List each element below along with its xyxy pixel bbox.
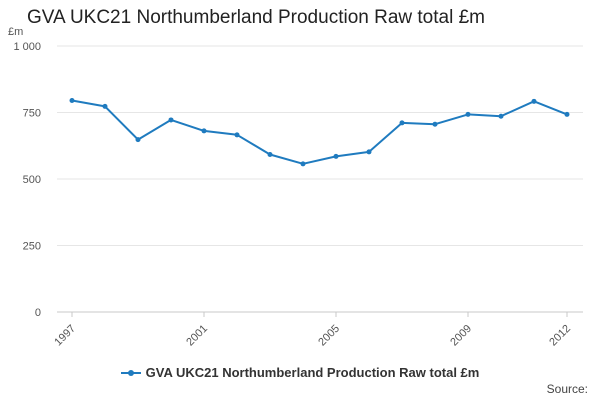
chart-legend[interactable]: GVA UKC21 Northumberland Production Raw … — [0, 365, 600, 380]
source-label: Source: — [546, 382, 588, 396]
y-tick-label: 500 — [23, 174, 41, 186]
legend-swatch — [120, 367, 141, 379]
y-tick-label: 1 000 — [13, 41, 41, 53]
x-tick-label: 1997 — [52, 323, 78, 349]
x-tick-label: 2001 — [184, 323, 210, 349]
series-line — [71, 99, 568, 165]
y-tick-label: 0 — [35, 307, 41, 319]
data-point — [69, 98, 75, 104]
y-tick-label: 250 — [23, 241, 41, 253]
chart-title: GVA UKC21 Northumberland Production Raw … — [27, 7, 485, 28]
data-point — [300, 161, 306, 167]
data-point — [564, 111, 570, 117]
x-tick-label: 2005 — [316, 323, 342, 349]
legend-label: GVA UKC21 Northumberland Production Raw … — [145, 365, 480, 380]
data-point — [201, 128, 207, 134]
data-point — [102, 103, 108, 109]
line-chart: 0 250 500 750 1 000 1997 2001 2005 2009 2012 — [13, 41, 583, 349]
x-tick-label: 2012 — [547, 323, 573, 349]
data-point — [465, 111, 471, 117]
data-point — [432, 121, 438, 127]
data-point — [498, 113, 504, 119]
data-point — [168, 117, 174, 123]
data-point — [366, 149, 372, 155]
data-point — [531, 98, 537, 104]
data-point — [234, 132, 240, 138]
data-point — [333, 153, 339, 159]
x-tick-label: 2009 — [448, 323, 474, 349]
data-point — [267, 152, 273, 158]
data-point — [399, 120, 405, 126]
y-tick-label: 750 — [23, 108, 41, 120]
y-axis-unit-label: £m — [8, 26, 24, 38]
data-point — [135, 137, 141, 143]
